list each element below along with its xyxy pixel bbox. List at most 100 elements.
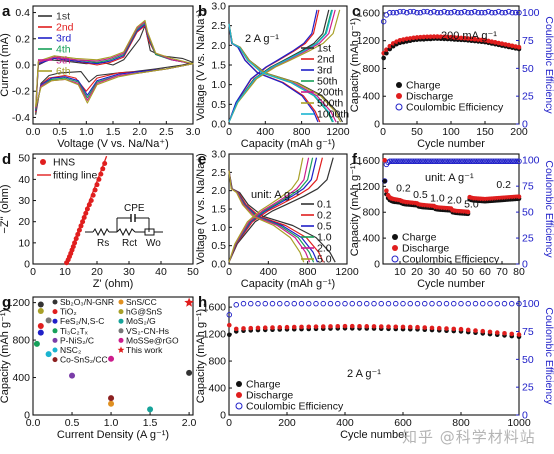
- discharge-point: [364, 324, 370, 329]
- charge-curve-2.0: [228, 157, 310, 263]
- efficiency-point: [453, 158, 459, 165]
- legend-marker: [52, 357, 58, 363]
- chart-h-cycling: 0 200 400 600 800 100004008001200160002550751…: [195, 294, 554, 441]
- discharge-point: [291, 324, 297, 330]
- legend-marker: [118, 318, 124, 324]
- efficiency-point: [516, 158, 522, 165]
- discharge-curve-5.0: [228, 170, 305, 263]
- efficiency-point: [444, 158, 451, 165]
- data-point: [37, 329, 44, 336]
- y-tick-label: 400: [208, 383, 226, 395]
- plot-frame: [32, 296, 194, 416]
- watermark-text: 知乎 @科学材料站: [402, 428, 536, 446]
- x-tick-label: 0.5: [52, 126, 67, 138]
- discharge-point: [241, 326, 246, 331]
- plot-frame: [228, 296, 520, 416]
- efficiency-point: [407, 8, 413, 15]
- y-tick-label: 50: [18, 153, 30, 165]
- discharge-point: [335, 323, 341, 329]
- panel-label: a: [2, 3, 11, 20]
- efficiency-point: [422, 300, 428, 307]
- legend-marker: [52, 337, 58, 343]
- discharge-point: [387, 43, 393, 49]
- efficiency-point: [421, 158, 427, 165]
- legend-label: Coulombic Efficiency: [406, 102, 504, 114]
- discharge-point: [255, 325, 261, 331]
- efficiency-point: [463, 158, 470, 165]
- efficiency-point: [380, 18, 387, 25]
- resistor-rct: [116, 227, 136, 237]
- efficiency-point: [497, 158, 504, 165]
- discharge-point: [349, 323, 355, 329]
- charge-point: [384, 50, 389, 56]
- legend-marker: [235, 402, 243, 410]
- legend-label: 1.0: [317, 232, 332, 244]
- x-tick-label: 0: [226, 417, 232, 429]
- discharge-point: [418, 34, 423, 40]
- y2-tick-label: 25: [522, 91, 534, 103]
- y-tick-label: 10: [18, 237, 30, 249]
- discharge-point: [509, 331, 515, 337]
- efficiency-point: [414, 9, 420, 16]
- x-tick-label: 1000: [507, 417, 531, 429]
- y2-tick-label: 0: [522, 259, 528, 271]
- efficiency-point: [356, 300, 363, 307]
- efficiency-point: [499, 9, 505, 16]
- legend-marker: [52, 347, 58, 353]
- efficiency-point: [434, 158, 441, 165]
- discharge-point: [378, 324, 384, 329]
- chart-a-cv: 0.0 0.5 1.0 1.5 2.0 2.5 3.0 -0.4 -0.2 0.0 0.2 0.4 Vo…: [0, 3, 200, 150]
- chart-d-nyquist: 0 10 20 30 40 50 0 10 20 30 40 50 Z' (ohm) −Z'' (ohm)…: [0, 151, 199, 290]
- x-tick-label: 10: [59, 266, 71, 278]
- efficiency-point: [387, 9, 393, 16]
- legend-label: 2nd: [317, 54, 335, 66]
- legend-label: Discharge: [406, 91, 453, 103]
- efficiency-point: [387, 158, 393, 165]
- circuit-label-rs: Rs: [97, 238, 109, 249]
- discharge-point: [452, 35, 457, 40]
- discharge-point: [328, 324, 333, 329]
- x-tick-label: 1.5: [143, 417, 158, 429]
- discharge-point: [480, 328, 486, 334]
- legend-label: fitting line: [53, 170, 98, 182]
- y-axis-label: Capacity (mAh g⁻¹): [195, 309, 207, 403]
- discharge-curve-1000th: [228, 23, 334, 123]
- efficiency-point: [441, 8, 447, 15]
- y2-tick-label: 0: [522, 119, 528, 131]
- cv-curve-5th: [35, 21, 194, 109]
- y-tick-label: 2.0: [211, 40, 226, 52]
- y-tick-label: 2.0: [211, 185, 226, 197]
- data-point: [108, 395, 115, 402]
- efficiency-point: [516, 300, 522, 307]
- efficiency-point: [456, 158, 463, 165]
- discharge-point: [458, 35, 464, 41]
- y-tick-label: 1200: [7, 297, 31, 309]
- efficiency-point: [487, 158, 493, 165]
- discharge-point: [284, 324, 290, 330]
- efficiency-point: [512, 158, 519, 165]
- legend-label: 3rd: [56, 33, 71, 45]
- efficiency-point: [429, 158, 436, 165]
- legend-label: SnS/CC: [126, 297, 157, 307]
- efficiency-point: [485, 158, 492, 165]
- y2-axis-label: Coulombic Efficiency: [543, 16, 554, 114]
- x-tick-label: 0: [30, 266, 36, 278]
- discharge-point: [407, 36, 413, 41]
- efficiency-point: [410, 8, 417, 15]
- hns-point: [84, 206, 90, 212]
- efficiency-point: [482, 9, 488, 16]
- hns-point: [72, 240, 78, 246]
- x-tick-label: 1200: [335, 266, 359, 278]
- legend-label: MoSSe@rGO: [126, 335, 179, 345]
- discharge-point: [382, 157, 388, 163]
- y2-axis-label: Coulombic Efficiency: [543, 160, 554, 258]
- efficiency-point: [434, 9, 441, 16]
- x-tick-label: 2.0: [132, 126, 147, 138]
- legend-label: VS₂-CN-Hs: [126, 326, 169, 336]
- legend-label: NSC₂: [60, 345, 81, 355]
- y2-tick-label: 25: [522, 233, 534, 245]
- legend-marker: [118, 299, 124, 305]
- legend-marker: [118, 328, 124, 334]
- legend-label: 4th: [56, 44, 71, 56]
- discharge-point: [445, 34, 450, 40]
